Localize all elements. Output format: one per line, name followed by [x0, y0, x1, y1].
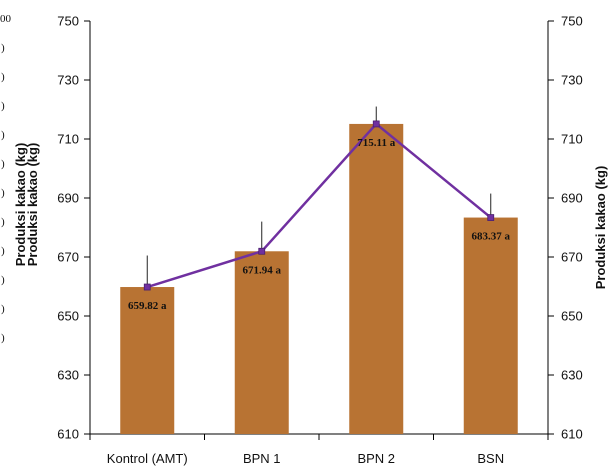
- bar: [463, 217, 518, 434]
- y-tick-label-right: 650: [561, 309, 583, 324]
- data-label: 659.82 a: [128, 300, 167, 312]
- clipped-text-fragment: ): [1, 332, 5, 344]
- y-tick-label-left: 690: [57, 191, 79, 206]
- y-tick-label-left: 750: [57, 14, 79, 29]
- clipped-text-fragment: ): [1, 245, 5, 257]
- axis-titles: Produksi kakao (kg)Produksi kakao (kg) Pr…: [13, 143, 608, 290]
- bars: [120, 123, 518, 434]
- x-tick-label: Kontrol (AMT): [107, 451, 188, 466]
- clipped-text-fragment: ): [1, 42, 5, 54]
- data-labels: 659.82 a 671.94 a 715.11 a 683.37 a: [128, 137, 511, 312]
- tick-labels: 610 630 650 670 690 710 730 750 610 630 650 670 690 7…: [57, 14, 582, 467]
- clipped-text-fragment: ): [1, 274, 5, 286]
- y-tick-label-right: 690: [561, 191, 583, 206]
- trend-line: [143, 120, 495, 291]
- y-tick-label-left: 650: [57, 309, 79, 324]
- clipped-text-fragment: ): [1, 129, 5, 141]
- bar: [234, 251, 289, 434]
- y-tick-label-right: 750: [561, 14, 583, 29]
- y-axis-title-right: Produksi kakao (kg): [593, 166, 608, 290]
- y-tick-label-right: 610: [561, 427, 583, 442]
- clipped-text-fragment: 00: [0, 13, 12, 25]
- data-label: 671.94 a: [243, 264, 282, 276]
- y-tick-label-right: 670: [561, 250, 583, 265]
- clipped-text-fragment: ): [1, 71, 5, 83]
- y-tick-label-left: 610: [57, 427, 79, 442]
- clipped-text-fragment: ): [1, 216, 5, 228]
- clipped-text-fragment: ): [1, 100, 5, 112]
- x-tick-label: BPN 1: [243, 451, 281, 466]
- line-point: [258, 247, 266, 255]
- line-point: [372, 120, 380, 128]
- y-tick-label-left: 730: [57, 73, 79, 88]
- clipped-text-fragment: ): [1, 187, 5, 199]
- y-tick-label-left: 670: [57, 250, 79, 265]
- clipped-text-fragment: ): [1, 303, 5, 315]
- x-tick-label: BPN 2: [357, 451, 395, 466]
- y-tick-label-right: 710: [561, 132, 583, 147]
- bar: [120, 287, 175, 434]
- y-tick-label-left: 630: [57, 368, 79, 383]
- y-axis-title-left: Produksi kakao (kg): [13, 143, 28, 267]
- clipped-left-text: 00))))))))))): [0, 13, 12, 344]
- error-bars: [146, 106, 492, 288]
- line-point: [487, 214, 495, 221]
- y-tick-label-left: 710: [57, 132, 79, 147]
- bar: [349, 123, 404, 434]
- data-label: 683.37 a: [472, 231, 511, 243]
- y-tick-label-right: 730: [561, 73, 583, 88]
- x-tick-label: BSN: [477, 451, 504, 466]
- y-axis-title-left-overlap: Produksi kakao (kg): [25, 143, 40, 267]
- line-point: [143, 283, 151, 291]
- data-label: 715.11 a: [357, 137, 395, 149]
- y-tick-label-right: 630: [561, 368, 583, 383]
- line-series: [146, 122, 492, 289]
- clipped-text-fragment: ): [1, 158, 5, 170]
